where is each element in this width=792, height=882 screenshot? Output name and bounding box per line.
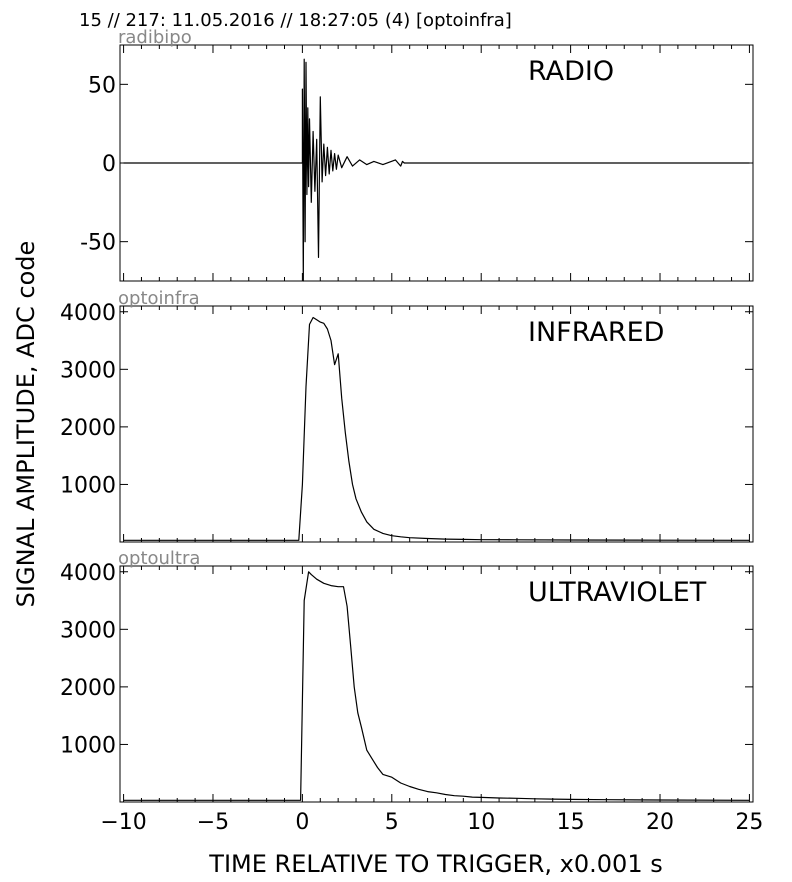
x-tick-label: 5 — [385, 810, 399, 835]
x-tick-label: 25 — [735, 810, 763, 835]
y-tick-label: 3000 — [60, 358, 116, 383]
y-tick-label: 3000 — [60, 618, 116, 643]
x-tick-label: 15 — [557, 810, 585, 835]
y-tick-label: 4000 — [60, 301, 116, 326]
y-tick-label: -50 — [80, 231, 116, 256]
channel-name: optoinfra — [118, 288, 200, 309]
y-tick-label: 1000 — [60, 733, 116, 758]
x-tick-label: 20 — [646, 810, 674, 835]
plot-frame — [119, 305, 754, 543]
y-tick-label: 2000 — [60, 416, 116, 441]
x-tick-label: 0 — [295, 810, 309, 835]
panel-optoultra: 4000 3000 2000 1000 optoultra ULTRAVIOLET −10 −… — [60, 548, 763, 835]
y-tick-label: 4000 — [60, 561, 116, 586]
channel-name: radibipo — [118, 27, 192, 48]
x-tick-label: 10 — [467, 810, 495, 835]
panel-label: INFRARED — [528, 317, 664, 348]
x-axis-label: TIME RELATIVE TO TRIGGER, x0.001 s — [208, 850, 662, 878]
signal-trace-radibipo — [123, 58, 750, 282]
channel-name: optoultra — [118, 548, 200, 569]
panel-label: RADIO — [528, 56, 614, 87]
panel-optoinfra: 4000 3000 2000 1000 optoinfra INFRARED — [60, 288, 754, 543]
y-tick-label: 2000 — [60, 676, 116, 701]
x-tick-label: −10 — [100, 810, 146, 835]
signal-trace-optoinfra — [123, 316, 750, 541]
signal-trace-optoultra — [123, 571, 750, 801]
y-axis-label: SIGNAL AMPLITUDE, ADC code — [12, 241, 40, 608]
plot-frame — [119, 565, 754, 803]
x-tick-label: −5 — [197, 810, 229, 835]
panel-label: ULTRAVIOLET — [528, 577, 707, 608]
panels: 500-50radibipoRADIO4000300020001000optoi… — [60, 27, 763, 835]
y-tick-label: 1000 — [60, 473, 116, 498]
panel-radibipo: 50 0 -50 radibipo RADIO — [80, 27, 754, 282]
y-tick-label: 50 — [88, 73, 116, 98]
y-tick-label: 0 — [102, 152, 116, 177]
figure-title: 15 // 217: 11.05.2016 // 18:27:05 (4) [o… — [79, 10, 512, 31]
